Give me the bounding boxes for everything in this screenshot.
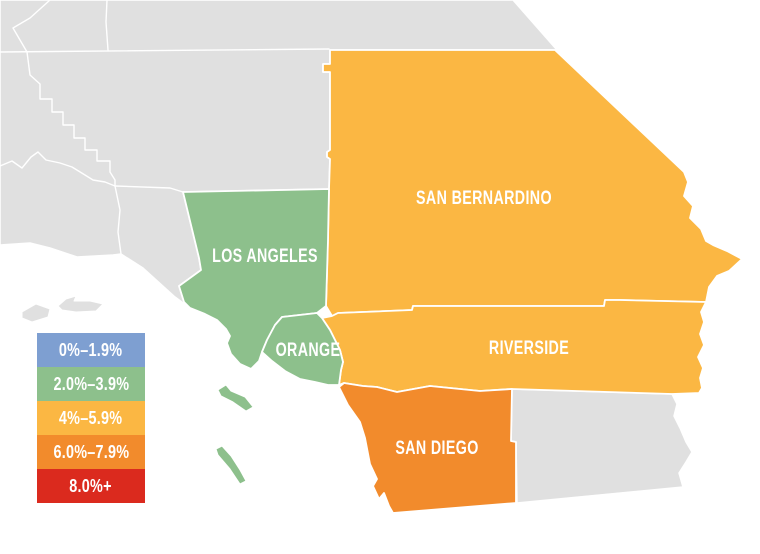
county-san-bernardino[interactable] — [322, 49, 743, 317]
county-orange[interactable] — [261, 312, 344, 386]
legend-swatch-6-7.9: 6.0%–7.9% — [37, 435, 145, 469]
county-san-diego[interactable] — [338, 382, 517, 514]
legend-label: 8.0%+ — [69, 475, 113, 496]
island-catalina — [217, 384, 254, 412]
island-san-clemente — [215, 445, 247, 485]
island-inactive-east — [57, 295, 104, 313]
legend-label: 2.0%–3.9% — [53, 373, 129, 394]
region-inactive-southeast — [510, 388, 693, 504]
legend-swatch-2-3.9: 2.0%–3.9% — [37, 367, 145, 401]
legend-swatch-4-5.9: 4%–5.9% — [37, 401, 145, 435]
legend-swatch-0-1.9: 0%–1.9% — [37, 333, 145, 367]
map-legend: 0%–1.9% 2.0%–3.9% 4%–5.9% 6.0%–7.9% 8.0%… — [37, 333, 145, 503]
county-riverside[interactable] — [321, 299, 707, 395]
inactive-county-borders — [0, 0, 330, 255]
legend-swatch-8plus: 8.0%+ — [37, 469, 145, 503]
legend-label: 6.0%–7.9% — [53, 441, 129, 462]
county-los-angeles[interactable] — [178, 188, 330, 370]
island-inactive-west — [21, 303, 51, 323]
legend-label: 4%–5.9% — [59, 407, 123, 428]
legend-label: 0%–1.9% — [59, 339, 123, 360]
